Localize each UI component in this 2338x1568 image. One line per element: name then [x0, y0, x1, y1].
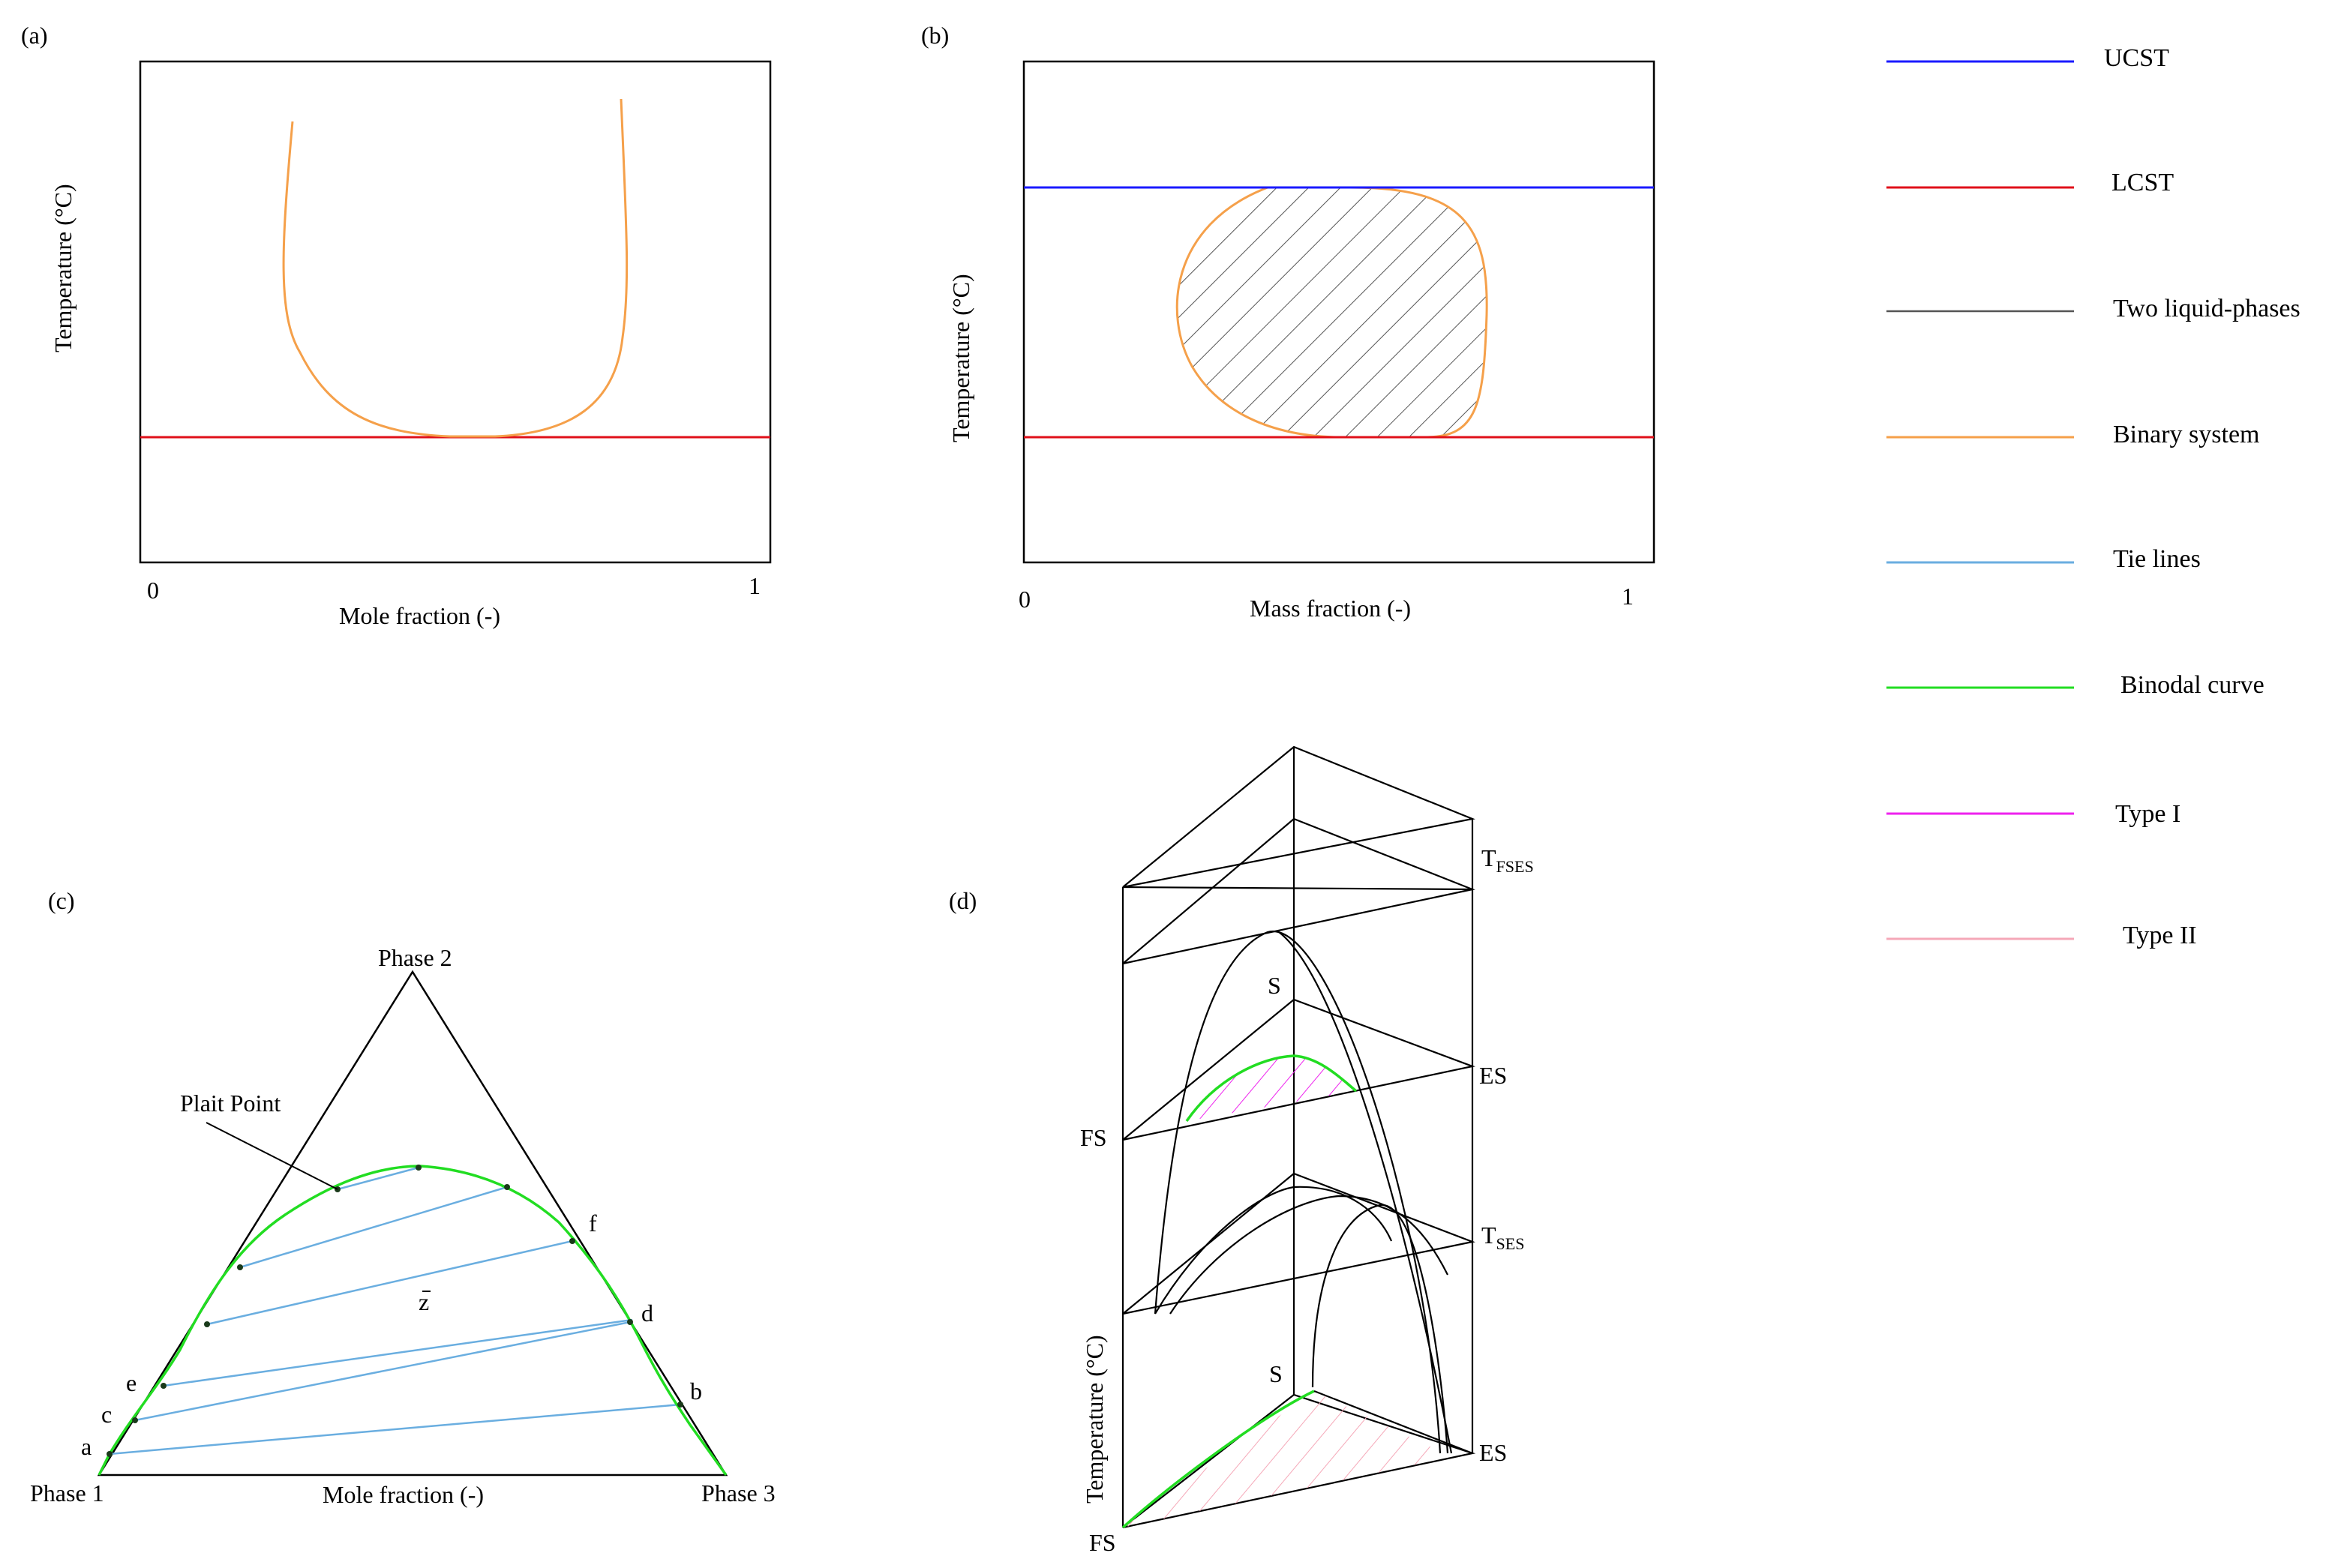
panel-a: (a) Temperature (°C) 0 1 Mole fraction (… [21, 22, 772, 629]
panel-b-ylabel: Temperature (°C) [947, 274, 974, 442]
panel-c-label-b: b [690, 1378, 702, 1405]
tie-line-upper-2 [337, 1166, 419, 1191]
dot-7 [504, 1184, 510, 1190]
arc-inner [1278, 931, 1453, 1454]
legend-label-type-ii: Type II [2123, 922, 2197, 949]
tie-line-e [163, 1318, 633, 1387]
panel-c-label-d: d [641, 1300, 653, 1327]
panel-c-label-z: z [419, 1288, 429, 1315]
panel-c-binodal-curve [98, 1165, 728, 1477]
tie-line-upper-1 [239, 1186, 508, 1269]
panel-d-binodal-upper [1185, 1054, 1358, 1122]
panel-c: (c) Plait Point [30, 887, 776, 1508]
dot-5 [237, 1264, 243, 1270]
panel-a-xmin: 0 [147, 577, 159, 604]
panel-c-triangle [97, 970, 728, 1477]
panel-d-s-lower: S [1269, 1360, 1283, 1387]
panel-a-frame [139, 60, 772, 564]
legend-label-type-i: Type I [2115, 800, 2180, 828]
panel-c-phase3: Phase 3 [701, 1480, 776, 1507]
panel-d-fs-lower: FS [1089, 1529, 1116, 1556]
panel-c-xlabel: Mole fraction (-) [323, 1481, 484, 1508]
panel-d-type-i-region [1187, 1056, 1356, 1121]
dot-b [677, 1402, 683, 1408]
panel-a-xmax: 1 [749, 572, 761, 599]
panel-c-phase2: Phase 2 [378, 944, 452, 971]
dot-plait [416, 1165, 422, 1171]
legend-label-two-liquid: Two liquid-phases [2113, 295, 2300, 322]
panel-c-tag: (c) [48, 887, 75, 914]
panel-d-t-fses: TFSES [1481, 844, 1534, 876]
panel-a-binary-curve [282, 98, 629, 438]
panel-c-plait-leader [206, 1122, 338, 1190]
panel-b-xlabel: Mass fraction (-) [1250, 595, 1411, 622]
legend-label-binary: Binary system [2113, 421, 2259, 448]
panel-d-es-lower: ES [1479, 1439, 1507, 1466]
panel-d-arcs [1154, 930, 1453, 1454]
legend-label-ucst: UCST [2104, 44, 2169, 72]
panel-c-label-a: a [81, 1433, 92, 1460]
panel-d-fs-mid: FS [1080, 1124, 1107, 1151]
panel-c-label-f: f [589, 1210, 597, 1237]
legend-label-lcst: LCST [2111, 169, 2174, 196]
dot-e [161, 1383, 167, 1389]
panel-d-tag: (d) [949, 887, 977, 914]
panel-b-xmax: 1 [1622, 583, 1634, 610]
arc-ses-2 [1169, 1195, 1448, 1315]
panel-d-es-mid: ES [1479, 1062, 1507, 1089]
panel-b-xmin: 0 [1019, 586, 1031, 613]
panel-d-type-ii-region [1123, 1391, 1444, 1528]
panel-c-dots [107, 1165, 683, 1457]
panel-a-tag: (a) [21, 22, 48, 49]
panel-b-frame [1022, 60, 1655, 564]
panel-d-ylabel: Temperature (°C) [1081, 1335, 1108, 1504]
dot-4 [204, 1321, 210, 1327]
arc-ses-1 [1154, 1186, 1393, 1315]
dot-a [107, 1451, 113, 1457]
arc-rear [1311, 1204, 1449, 1454]
panel-b-tag: (b) [921, 22, 949, 49]
legend-label-binodal: Binodal curve [2120, 671, 2264, 699]
dot-d [627, 1319, 633, 1325]
panel-d-base-edge [1313, 1390, 1473, 1455]
panel-a-ylabel: Temperature (°C) [50, 184, 77, 352]
panel-c-plait-label: Plait Point [180, 1090, 281, 1117]
panel-b: (b) Temperature (°C) 0 1 Mass fraction (… [921, 22, 1655, 622]
panel-b-two-phase-region [1175, 186, 1488, 439]
legend: UCST LCST Two liquid-phases Binary syste… [1886, 44, 2300, 949]
panel-c-tie-lines [109, 1166, 681, 1456]
panel-a-xlabel: Mole fraction (-) [339, 602, 500, 629]
panel-c-label-c: c [101, 1401, 112, 1428]
panel-d-s-upper: S [1268, 972, 1281, 999]
panel-d-t-ses: TSES [1481, 1222, 1524, 1253]
legend-label-tie-lines: Tie lines [2113, 545, 2201, 573]
panel-c-label-e: e [126, 1369, 137, 1396]
arc-outer [1154, 930, 1442, 1454]
panel-d-binodal-lower [1121, 1390, 1315, 1529]
panel-c-phase1: Phase 1 [30, 1480, 104, 1507]
panel-d-prism [1121, 745, 1476, 1529]
panel-d: (d) [949, 745, 1534, 1556]
dot-f [569, 1238, 575, 1244]
tie-line-a-b [109, 1403, 681, 1456]
dot-c [132, 1417, 138, 1423]
tie-line-c-d [134, 1321, 631, 1422]
tie-line-f [206, 1240, 573, 1326]
